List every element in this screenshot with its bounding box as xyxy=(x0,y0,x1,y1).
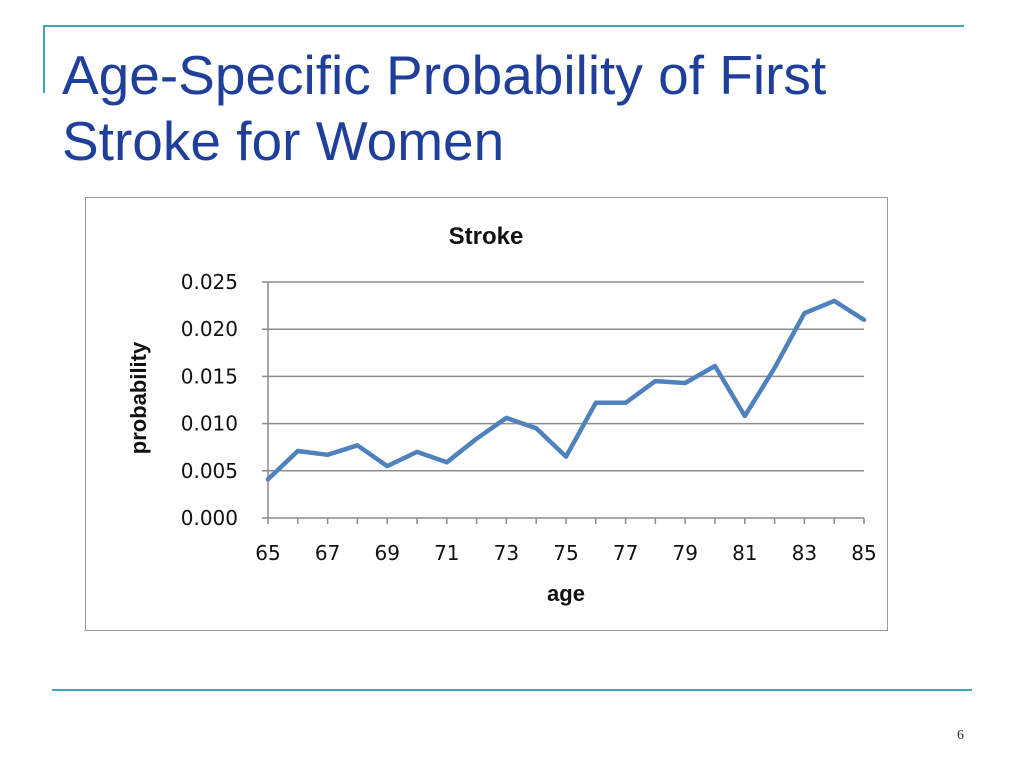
y-tick-label: 0.010 xyxy=(181,412,238,436)
y-tick-label: 0.025 xyxy=(181,270,238,294)
page-number: 6 xyxy=(957,728,964,743)
x-tick-labels: 65 67 69 71 73 75 77 79 81 83 85 xyxy=(255,541,876,565)
top-accent-rule xyxy=(44,25,964,27)
chart-frame: 0.000 0.005 0.010 0.015 0.020 0.025 65 67 69 71 7… xyxy=(85,197,888,631)
line-chart: 0.000 0.005 0.010 0.015 0.020 0.025 65 67 69 71 7… xyxy=(126,223,877,606)
x-tick-label: 81 xyxy=(732,541,757,565)
chart-title: Stroke xyxy=(449,223,524,250)
x-tick-label: 73 xyxy=(494,541,519,565)
y-tick-label: 0.005 xyxy=(181,459,238,483)
x-tick-label: 69 xyxy=(374,541,399,565)
title-accent-bar xyxy=(43,25,45,93)
x-tick-label: 75 xyxy=(553,541,578,565)
series-line xyxy=(265,298,867,482)
x-tick-label: 83 xyxy=(792,541,817,565)
y-tick-label: 0.020 xyxy=(181,317,238,341)
axes xyxy=(262,281,865,524)
gridlines xyxy=(268,281,864,472)
x-tick-label: 77 xyxy=(613,541,638,565)
x-tick-label: 71 xyxy=(434,541,459,565)
x-axis-label: age xyxy=(547,581,585,606)
y-tick-label: 0.000 xyxy=(181,506,238,530)
x-tick-label: 79 xyxy=(672,541,697,565)
x-tick-label: 85 xyxy=(851,541,876,565)
y-tick-labels: 0.000 0.005 0.010 0.015 0.020 0.025 xyxy=(181,270,238,530)
bottom-accent-rule xyxy=(52,689,972,691)
y-axis-label: probability xyxy=(126,341,151,454)
x-tick-label: 67 xyxy=(315,541,340,565)
slide-title: Age-Specific Probability of First Stroke… xyxy=(62,44,827,172)
x-tick-label: 65 xyxy=(255,541,280,565)
series-layer xyxy=(265,298,867,482)
y-tick-label: 0.015 xyxy=(181,364,238,388)
